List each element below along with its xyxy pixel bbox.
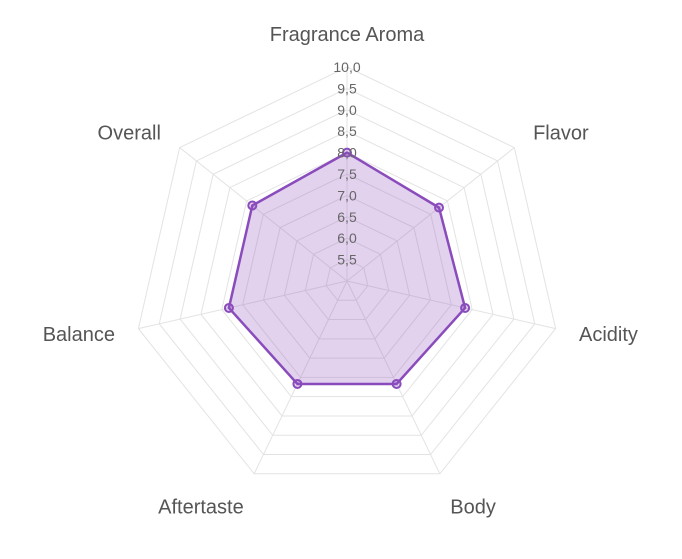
axis-label: Flavor	[533, 123, 589, 145]
grid-spoke	[346, 280, 441, 475]
grid-spoke	[138, 280, 348, 330]
grid-ring	[158, 87, 536, 456]
axis-label: Overall	[98, 123, 161, 145]
tick-label: 8,5	[337, 123, 357, 139]
data-point	[247, 200, 258, 211]
data-point	[391, 378, 402, 389]
grid-spoke	[179, 147, 348, 282]
tick-label: 5,5	[337, 252, 357, 268]
radar-spokes	[138, 67, 556, 475]
tick-label: 10,0	[333, 59, 360, 75]
tick-label: 8,0	[337, 145, 357, 161]
radar-axis-labels: Fragrance Aroma Flavor Acidity Body Aftertas…	[43, 24, 638, 518]
axis-label: Body	[450, 496, 496, 518]
axis-label: Aftertaste	[158, 496, 244, 518]
data-point	[342, 147, 352, 158]
tick-label: 9,0	[337, 102, 357, 118]
data-point	[292, 378, 303, 389]
grid-ring	[221, 152, 473, 398]
grid-ring	[179, 109, 515, 436]
radar-grid	[137, 66, 557, 475]
grid-spoke	[253, 280, 348, 475]
grid-ring	[304, 237, 390, 321]
grid-spoke	[346, 280, 556, 330]
data-point	[460, 302, 471, 313]
axis-label: Fragrance Aroma	[270, 24, 425, 46]
radar-ticks: 5,5 6,0 6,5 7,0 7,5 8,0 8,5 9,0 9,5 10,0	[333, 59, 360, 268]
tick-label: 7,5	[337, 166, 357, 182]
axis-label: Balance	[43, 324, 115, 346]
data-point	[434, 202, 445, 213]
tick-label: 9,5	[337, 80, 357, 96]
grid-ring	[325, 259, 369, 301]
radar-series	[223, 147, 471, 389]
grid-ring	[242, 173, 452, 378]
grid-ring	[137, 66, 557, 475]
series-area	[227, 151, 467, 386]
grid-ring	[263, 194, 431, 359]
data-point	[223, 302, 234, 313]
tick-label: 6,0	[337, 230, 357, 246]
tick-label: 6,5	[337, 209, 357, 225]
grid-ring	[283, 216, 411, 340]
tick-label: 7,0	[337, 187, 357, 203]
grid-ring	[200, 130, 494, 417]
grid-spoke	[346, 147, 515, 282]
axis-label: Acidity	[579, 324, 638, 346]
